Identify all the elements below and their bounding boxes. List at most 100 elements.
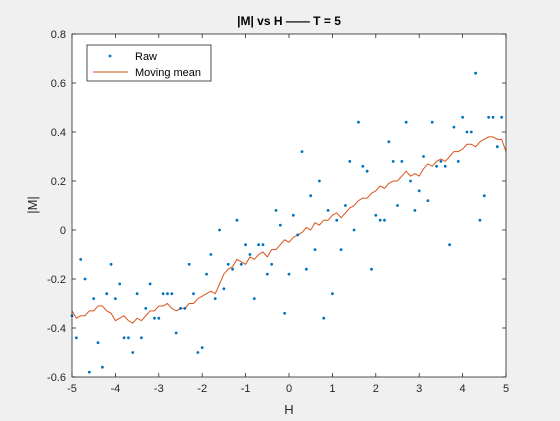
raw-point bbox=[157, 316, 161, 320]
raw-point bbox=[183, 307, 187, 310]
raw-point bbox=[209, 253, 213, 256]
raw-point bbox=[252, 297, 256, 300]
y-tick-label: 0.6 bbox=[51, 78, 66, 90]
raw-point bbox=[283, 311, 287, 315]
raw-point bbox=[114, 297, 117, 300]
x-tick-label: 1 bbox=[329, 383, 335, 395]
x-tick-label: 5 bbox=[503, 383, 509, 395]
chart-title: |M| vs H —— T = 5 bbox=[237, 14, 341, 28]
raw-point bbox=[244, 243, 248, 247]
raw-point bbox=[118, 282, 122, 286]
raw-point bbox=[482, 194, 486, 198]
raw-point bbox=[422, 155, 425, 158]
raw-point bbox=[361, 164, 365, 168]
raw-point bbox=[487, 115, 491, 119]
raw-point bbox=[153, 316, 156, 320]
raw-point bbox=[109, 262, 113, 266]
y-tick-label: 0.8 bbox=[51, 29, 66, 41]
raw-point bbox=[452, 125, 456, 129]
raw-point bbox=[248, 253, 252, 256]
raw-point bbox=[469, 130, 473, 134]
raw-point bbox=[239, 262, 243, 266]
raw-point bbox=[200, 346, 204, 349]
raw-point bbox=[396, 204, 399, 207]
raw-point bbox=[435, 164, 438, 168]
raw-point bbox=[257, 243, 261, 247]
raw-point bbox=[461, 115, 464, 119]
x-tick-label: -4 bbox=[111, 383, 121, 395]
raw-point bbox=[322, 316, 326, 320]
raw-point bbox=[270, 262, 274, 266]
raw-point bbox=[83, 277, 87, 281]
y-tick-label: -0.6 bbox=[47, 372, 66, 384]
raw-point bbox=[439, 160, 443, 163]
raw-point bbox=[79, 258, 83, 261]
axis-ticks: -5 -4 -3 -2 -1 0 1 2 3 4 5 -0.6 -0.4 -0.2 0 0.2 0.4 0.6 0.… bbox=[47, 29, 509, 395]
y-tick-label: 0.4 bbox=[51, 127, 66, 139]
raw-point bbox=[218, 228, 221, 232]
x-tick-label: 0 bbox=[286, 383, 292, 395]
y-axis-label: |M| bbox=[25, 196, 40, 214]
raw-point bbox=[465, 130, 469, 134]
x-tick-label: -2 bbox=[197, 383, 207, 395]
raw-point bbox=[335, 218, 339, 222]
x-axis-label: H bbox=[284, 402, 293, 417]
plot-area bbox=[72, 34, 506, 377]
raw-point bbox=[135, 292, 139, 296]
y-tick-label: -0.4 bbox=[47, 323, 66, 335]
x-tick-label: 3 bbox=[416, 383, 422, 395]
raw-point bbox=[391, 160, 395, 163]
raw-point bbox=[235, 218, 239, 222]
raw-point bbox=[365, 169, 369, 173]
raw-point bbox=[357, 120, 360, 124]
legend-box bbox=[86, 44, 212, 82]
raw-point bbox=[304, 267, 308, 271]
raw-point bbox=[400, 160, 404, 163]
raw-point bbox=[166, 292, 169, 296]
raw-point bbox=[456, 160, 460, 163]
raw-point bbox=[370, 267, 373, 271]
raw-point bbox=[409, 179, 412, 183]
raw-point bbox=[265, 272, 269, 276]
raw-point bbox=[231, 267, 234, 271]
x-tick-label: -3 bbox=[154, 383, 164, 395]
raw-point bbox=[300, 150, 304, 154]
raw-point bbox=[326, 209, 330, 212]
raw-point bbox=[127, 336, 130, 340]
raw-point bbox=[226, 262, 230, 266]
legend-raw-label: Raw bbox=[135, 51, 157, 63]
raw-point bbox=[474, 71, 478, 75]
raw-point bbox=[187, 262, 191, 266]
raw-point bbox=[148, 282, 152, 286]
raw-point bbox=[296, 233, 300, 237]
raw-point bbox=[105, 292, 109, 296]
x-tick-label: -1 bbox=[241, 383, 251, 395]
raw-point bbox=[448, 243, 451, 247]
raw-point bbox=[387, 140, 391, 144]
x-tick-label: -5 bbox=[67, 383, 77, 395]
raw-point bbox=[291, 213, 295, 217]
raw-point bbox=[174, 331, 178, 335]
raw-point bbox=[96, 341, 100, 345]
raw-point bbox=[131, 351, 135, 354]
raw-point bbox=[278, 223, 282, 227]
raw-point bbox=[205, 272, 208, 276]
raw-point bbox=[100, 365, 104, 369]
raw-point bbox=[222, 287, 226, 291]
data-marks bbox=[70, 71, 507, 374]
raw-point bbox=[430, 120, 434, 124]
raw-point bbox=[491, 115, 495, 119]
raw-point bbox=[417, 189, 421, 193]
raw-point bbox=[344, 204, 347, 207]
raw-point bbox=[404, 120, 408, 124]
raw-point bbox=[122, 336, 126, 340]
y-tick-label: 0 bbox=[60, 225, 66, 237]
raw-point bbox=[274, 209, 278, 212]
raw-point bbox=[309, 194, 313, 198]
raw-point bbox=[331, 292, 334, 296]
raw-point bbox=[383, 218, 386, 222]
raw-point bbox=[213, 297, 217, 300]
raw-point bbox=[261, 243, 265, 247]
raw-point bbox=[413, 209, 417, 212]
